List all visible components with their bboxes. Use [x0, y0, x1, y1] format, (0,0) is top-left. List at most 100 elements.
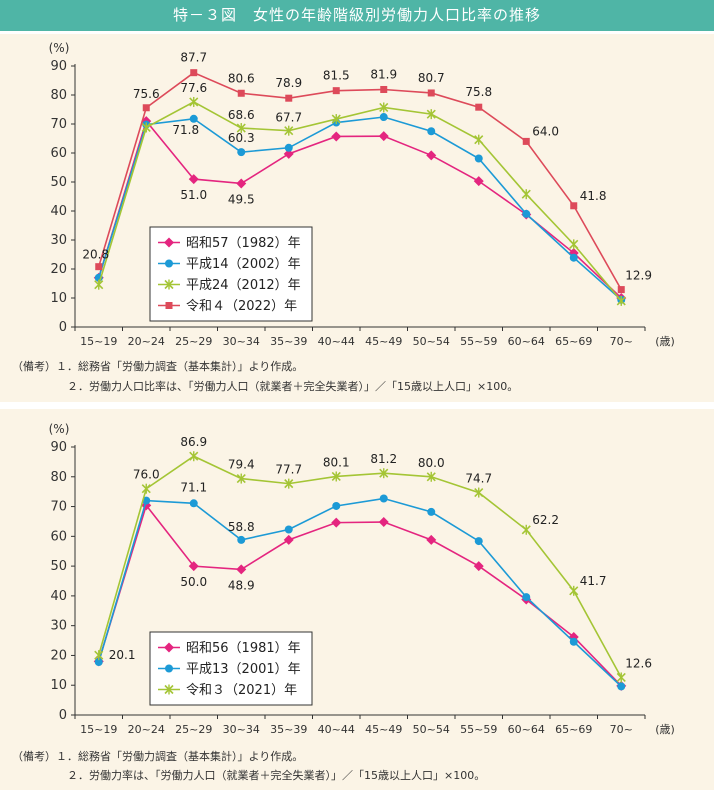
y-tick-label: 80	[50, 88, 67, 103]
x-tick-label: 50~54	[413, 723, 450, 736]
legend-marker	[164, 684, 174, 695]
data-point	[188, 174, 199, 185]
data-point	[190, 69, 198, 77]
legend-label: 平成13（2001）年	[186, 662, 301, 677]
x-tick-label: 40~44	[318, 723, 355, 736]
data-label: 50.0	[180, 575, 207, 589]
y-tick-label: 80	[50, 470, 67, 485]
data-point	[284, 125, 294, 136]
legend-marker	[165, 664, 173, 673]
data-point	[378, 517, 389, 528]
data-point	[284, 143, 293, 152]
y-tick-label: 40	[50, 589, 67, 604]
data-point	[379, 113, 388, 122]
y-tick-label: 0	[59, 708, 67, 723]
data-label: 41.8	[580, 189, 607, 203]
data-point	[617, 682, 626, 691]
data-point	[427, 89, 435, 97]
data-point	[473, 176, 484, 187]
x-tick-label: 50~54	[413, 335, 450, 348]
x-tick-label: 15~19	[80, 335, 117, 348]
chart-panel-bottom: 0 10 20 30 40 50 60 70 80 90 (%) 15~19 20~24 25~29 30~…	[0, 409, 714, 790]
data-point	[474, 154, 483, 163]
legend-marker	[164, 237, 174, 248]
data-label: 78.9	[275, 76, 302, 90]
data-point	[616, 672, 626, 683]
data-label: 80.7	[418, 71, 445, 85]
data-point	[569, 253, 578, 262]
y-tick-label: 0	[59, 320, 67, 335]
data-label: 20.1	[109, 648, 136, 662]
x-tick-label: 55~59	[460, 335, 497, 348]
data-label: 64.0	[532, 124, 559, 138]
data-point	[189, 499, 198, 508]
legend-label: 令和４（2022）年	[186, 299, 297, 314]
data-label: 41.7	[580, 574, 607, 588]
x-tick-label: 60~64	[508, 335, 545, 348]
data-point	[237, 148, 246, 157]
legend-marker	[165, 259, 173, 268]
data-label: 77.7	[275, 463, 302, 477]
x-tick-label: 45~49	[365, 723, 402, 736]
data-point	[617, 286, 625, 294]
legend-item: 昭和57（1982）年	[158, 236, 301, 251]
data-label: 67.7	[275, 111, 302, 125]
data-point	[95, 263, 103, 271]
data-point	[189, 96, 199, 107]
data-label: 71.1	[180, 480, 207, 494]
data-point	[284, 478, 294, 489]
data-point	[569, 637, 578, 646]
data-point	[569, 585, 579, 596]
y-tick-label: 40	[50, 204, 67, 219]
legend: 昭和57（1982）年平成14（2002）年平成24（2012）年令和４（202…	[149, 226, 313, 322]
series-line	[97, 455, 622, 678]
data-point	[236, 178, 247, 189]
data-point	[94, 650, 104, 661]
legend-marker	[164, 642, 174, 653]
y-tick-label: 50	[50, 175, 67, 190]
x-tick-label: 30~34	[223, 335, 260, 348]
data-point	[94, 279, 104, 290]
data-label: 49.5	[228, 192, 255, 206]
data-label: 12.9	[625, 269, 652, 283]
note-1: （備考）１．総務省「労働力調査（基本集計）」より作成。	[12, 750, 304, 763]
y-tick-label: 70	[50, 117, 67, 132]
data-point	[141, 483, 151, 494]
x-tick-label: 60~64	[508, 723, 545, 736]
legend-label: 昭和57（1982）年	[186, 236, 301, 251]
x-tick-label: 40~44	[318, 335, 355, 348]
y-tick-label: 20	[50, 648, 67, 663]
data-point	[379, 494, 388, 503]
x-tick-label: 70~	[610, 335, 633, 348]
data-point	[378, 131, 389, 142]
x-tick-label: 25~29	[175, 723, 212, 736]
data-label: 81.5	[323, 69, 350, 83]
data-point	[379, 102, 389, 113]
data-point	[283, 534, 294, 545]
data-label: 20.8	[82, 248, 109, 262]
data-label: 79.4	[228, 458, 255, 472]
series-line	[97, 497, 622, 687]
data-point	[474, 134, 484, 145]
data-point	[189, 114, 198, 123]
series-1	[94, 494, 626, 691]
x-tick-label: 30~34	[223, 723, 260, 736]
data-point	[569, 239, 579, 250]
data-label: 71.8	[172, 123, 199, 137]
data-point	[521, 189, 531, 200]
data-point	[331, 517, 342, 528]
y-axis-label: (%)	[49, 422, 70, 436]
x-tick-label: 70~	[610, 723, 633, 736]
data-label: 87.7	[180, 51, 207, 65]
x-tick-label: 35~39	[270, 335, 307, 348]
x-tick-label: 65~69	[555, 723, 592, 736]
data-point	[236, 123, 246, 134]
y-axis-label: (%)	[49, 41, 70, 55]
data-point	[237, 535, 246, 544]
data-label: 81.9	[370, 67, 397, 81]
series-line	[97, 503, 622, 687]
y-tick-label: 50	[50, 559, 67, 574]
legend-label: 昭和56（1981）年	[186, 641, 301, 656]
x-tick-label: 55~59	[460, 723, 497, 736]
y-tick-label: 60	[50, 529, 67, 544]
